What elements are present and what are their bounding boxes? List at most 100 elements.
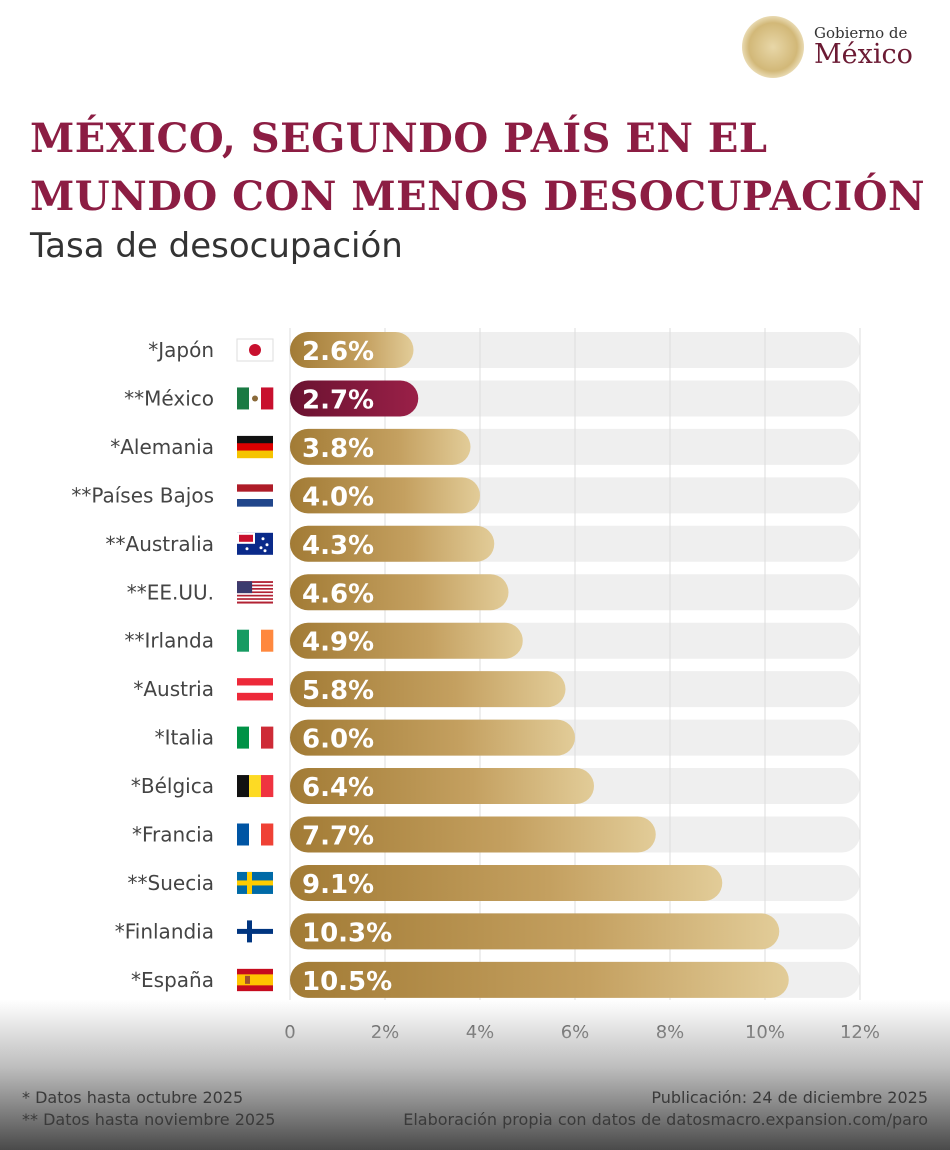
category-label: *Austria (133, 677, 214, 701)
flag-part (237, 581, 273, 584)
data-label: 4.6% (302, 579, 374, 609)
flag-au-icon (237, 532, 273, 555)
data-label: 2.6% (302, 337, 374, 367)
flag-part (237, 880, 273, 886)
flag-be-icon (237, 775, 274, 798)
bar-8 (290, 719, 575, 756)
data-label: 6.0% (302, 725, 374, 755)
flag-fi-icon (237, 920, 273, 943)
flag-part (237, 692, 273, 701)
bar-10 (290, 816, 656, 853)
flag-part (237, 629, 250, 652)
coat-of-arms-seal-icon (742, 16, 804, 78)
data-label: 10.3% (302, 918, 392, 948)
chart-subtitle: Tasa de desocupación (30, 226, 403, 266)
flag-part (237, 823, 250, 846)
footnote-2: ** Datos hasta noviembre 2025 (22, 1110, 276, 1129)
flag-part (237, 435, 273, 444)
bar-4 (290, 525, 495, 562)
flag-part (237, 588, 273, 591)
flag-part (237, 387, 250, 410)
flag-part (261, 726, 274, 749)
flag-part (249, 823, 262, 846)
data-label: 10.5% (302, 967, 392, 997)
bar-3 (290, 477, 480, 514)
flag-us-icon (237, 581, 273, 604)
category-label: *Bélgica (131, 774, 214, 798)
category-label: **Suecia (128, 871, 214, 895)
flag-part (245, 975, 250, 984)
data-label: 4.3% (302, 531, 374, 561)
flag-star (263, 549, 267, 553)
flag-part (237, 589, 273, 592)
flag-part (237, 443, 273, 451)
category-label: *Francia (132, 823, 214, 847)
flag-de-icon (237, 435, 273, 459)
flag-part (249, 629, 262, 652)
flag-part (249, 726, 262, 749)
flag-nl-icon (237, 484, 273, 507)
page-title: MÉXICO, SEGUNDO PAÍS EN EL MUNDO CON MEN… (30, 110, 925, 226)
category-label: *Italia (155, 726, 214, 750)
flag-part (237, 491, 273, 500)
flag-part (237, 586, 273, 589)
category-label: **EE.UU. (127, 580, 214, 604)
bar-7 (290, 671, 566, 708)
flag-part (261, 775, 274, 798)
flag-part (249, 775, 262, 798)
flag-star (261, 537, 265, 541)
category-label: **Australia (106, 532, 214, 556)
category-label: *España (131, 968, 214, 992)
flag-part (249, 344, 261, 356)
flag-part (237, 968, 273, 975)
category-label: **México (124, 386, 214, 410)
flag-part (237, 775, 250, 798)
flag-part (237, 601, 273, 604)
title-line2: MUNDO CON MENOS DESOCUPACIÓN (30, 173, 926, 220)
category-label: *Finlandia (115, 919, 214, 943)
flag-part (237, 974, 273, 981)
bar-5 (290, 574, 509, 611)
flag-part (237, 599, 273, 602)
bar-9 (290, 768, 594, 805)
bar-2 (290, 428, 471, 465)
title-line1: MÉXICO, SEGUNDO PAÍS EN EL (30, 115, 768, 162)
flag-mx-icon (237, 387, 274, 410)
flag-jp-icon (236, 338, 274, 362)
flag-ie-icon (237, 629, 274, 652)
bar-11 (290, 864, 723, 901)
flag-star (265, 543, 269, 547)
logo-line1: Gobierno de (814, 24, 908, 42)
category-label: **Países Bajos (71, 483, 214, 507)
flag-part (237, 985, 273, 992)
publication-date: Publicación: 24 de diciembre 2025 (651, 1088, 928, 1107)
flag-part (237, 594, 273, 597)
flag-part (252, 395, 258, 402)
flag-part (237, 928, 273, 934)
flag-se-icon (237, 871, 273, 894)
flag-part (237, 596, 273, 599)
data-label: 4.0% (302, 482, 374, 512)
flag-part (237, 499, 273, 507)
flag-border (236, 338, 274, 362)
bar-13 (290, 961, 789, 998)
bar-12 (290, 913, 780, 950)
bar-0 (290, 332, 414, 368)
flag-it-icon (237, 726, 274, 749)
source-note: Elaboración propia con datos de datosmac… (403, 1110, 928, 1129)
flag-part (237, 979, 273, 986)
data-label: 5.8% (302, 676, 374, 706)
flag-part (237, 484, 273, 492)
category-label: *Alemania (110, 435, 214, 459)
flag-fr-icon (237, 823, 274, 846)
flag-star (245, 547, 249, 551)
gobierno-de-mexico-logo: Gobierno de México (742, 16, 913, 78)
flag-es-icon (237, 968, 273, 992)
flag-part (237, 584, 273, 587)
flag-star (259, 546, 263, 550)
bar-1 (290, 380, 419, 417)
data-label: 4.9% (302, 628, 374, 658)
data-label: 7.7% (302, 822, 374, 852)
footnote-1: * Datos hasta octubre 2025 (22, 1088, 244, 1107)
